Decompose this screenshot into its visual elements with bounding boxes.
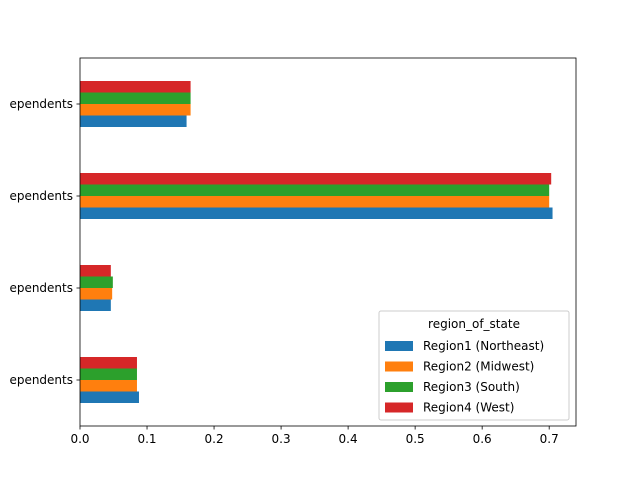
bar	[80, 92, 191, 104]
legend-box	[378, 310, 570, 421]
legend-title: region_of_state	[428, 317, 520, 331]
axes-frame	[79, 57, 577, 427]
bar	[80, 380, 137, 392]
legend-swatch	[385, 402, 413, 413]
x-tick-label: 0.1	[137, 432, 156, 446]
bars-group	[80, 81, 553, 403]
x-tick-label: 0.2	[205, 432, 224, 446]
legend-label: Region2 (Midwest)	[423, 360, 534, 374]
x-tick-label: 0.3	[272, 432, 291, 446]
y-tick-label: ependents	[9, 189, 73, 203]
bar	[80, 391, 139, 403]
bar	[80, 173, 552, 185]
x-tick-label: 0.0	[70, 432, 89, 446]
x-tick-label: 0.7	[540, 432, 559, 446]
y-axis-ticks: ependents ependents ependents ependents	[9, 97, 80, 387]
bar	[80, 104, 191, 116]
bar	[80, 81, 191, 93]
bar	[80, 115, 187, 127]
bar	[80, 288, 113, 300]
legend-swatch	[385, 361, 413, 372]
x-tick-label: 0.4	[339, 432, 358, 446]
bar	[80, 276, 113, 288]
bar	[80, 357, 137, 369]
y-tick-label: ependents	[9, 281, 73, 295]
legend-label: Region4 (West)	[423, 401, 514, 415]
legend-swatch	[385, 341, 413, 351]
x-axis-ticks: 0.0 0.1 0.2 0.3 0.4 0.5 0.6 0.7	[70, 426, 559, 446]
legend-label: Region3 (South)	[423, 380, 520, 394]
bar	[80, 184, 550, 196]
bar	[80, 299, 111, 311]
legend-swatch	[385, 382, 413, 392]
bar	[80, 368, 137, 380]
x-tick-label: 0.6	[473, 432, 492, 446]
bar	[80, 207, 553, 219]
legend-label: Region1 (Northeast)	[423, 339, 544, 353]
y-tick-label: ependents	[9, 373, 73, 387]
bar	[80, 196, 550, 208]
bar	[80, 265, 111, 277]
x-tick-label: 0.5	[406, 432, 425, 446]
y-tick-label: ependents	[9, 97, 73, 111]
legend: region_of_state Region1 (Northeast) Regio…	[378, 310, 570, 421]
